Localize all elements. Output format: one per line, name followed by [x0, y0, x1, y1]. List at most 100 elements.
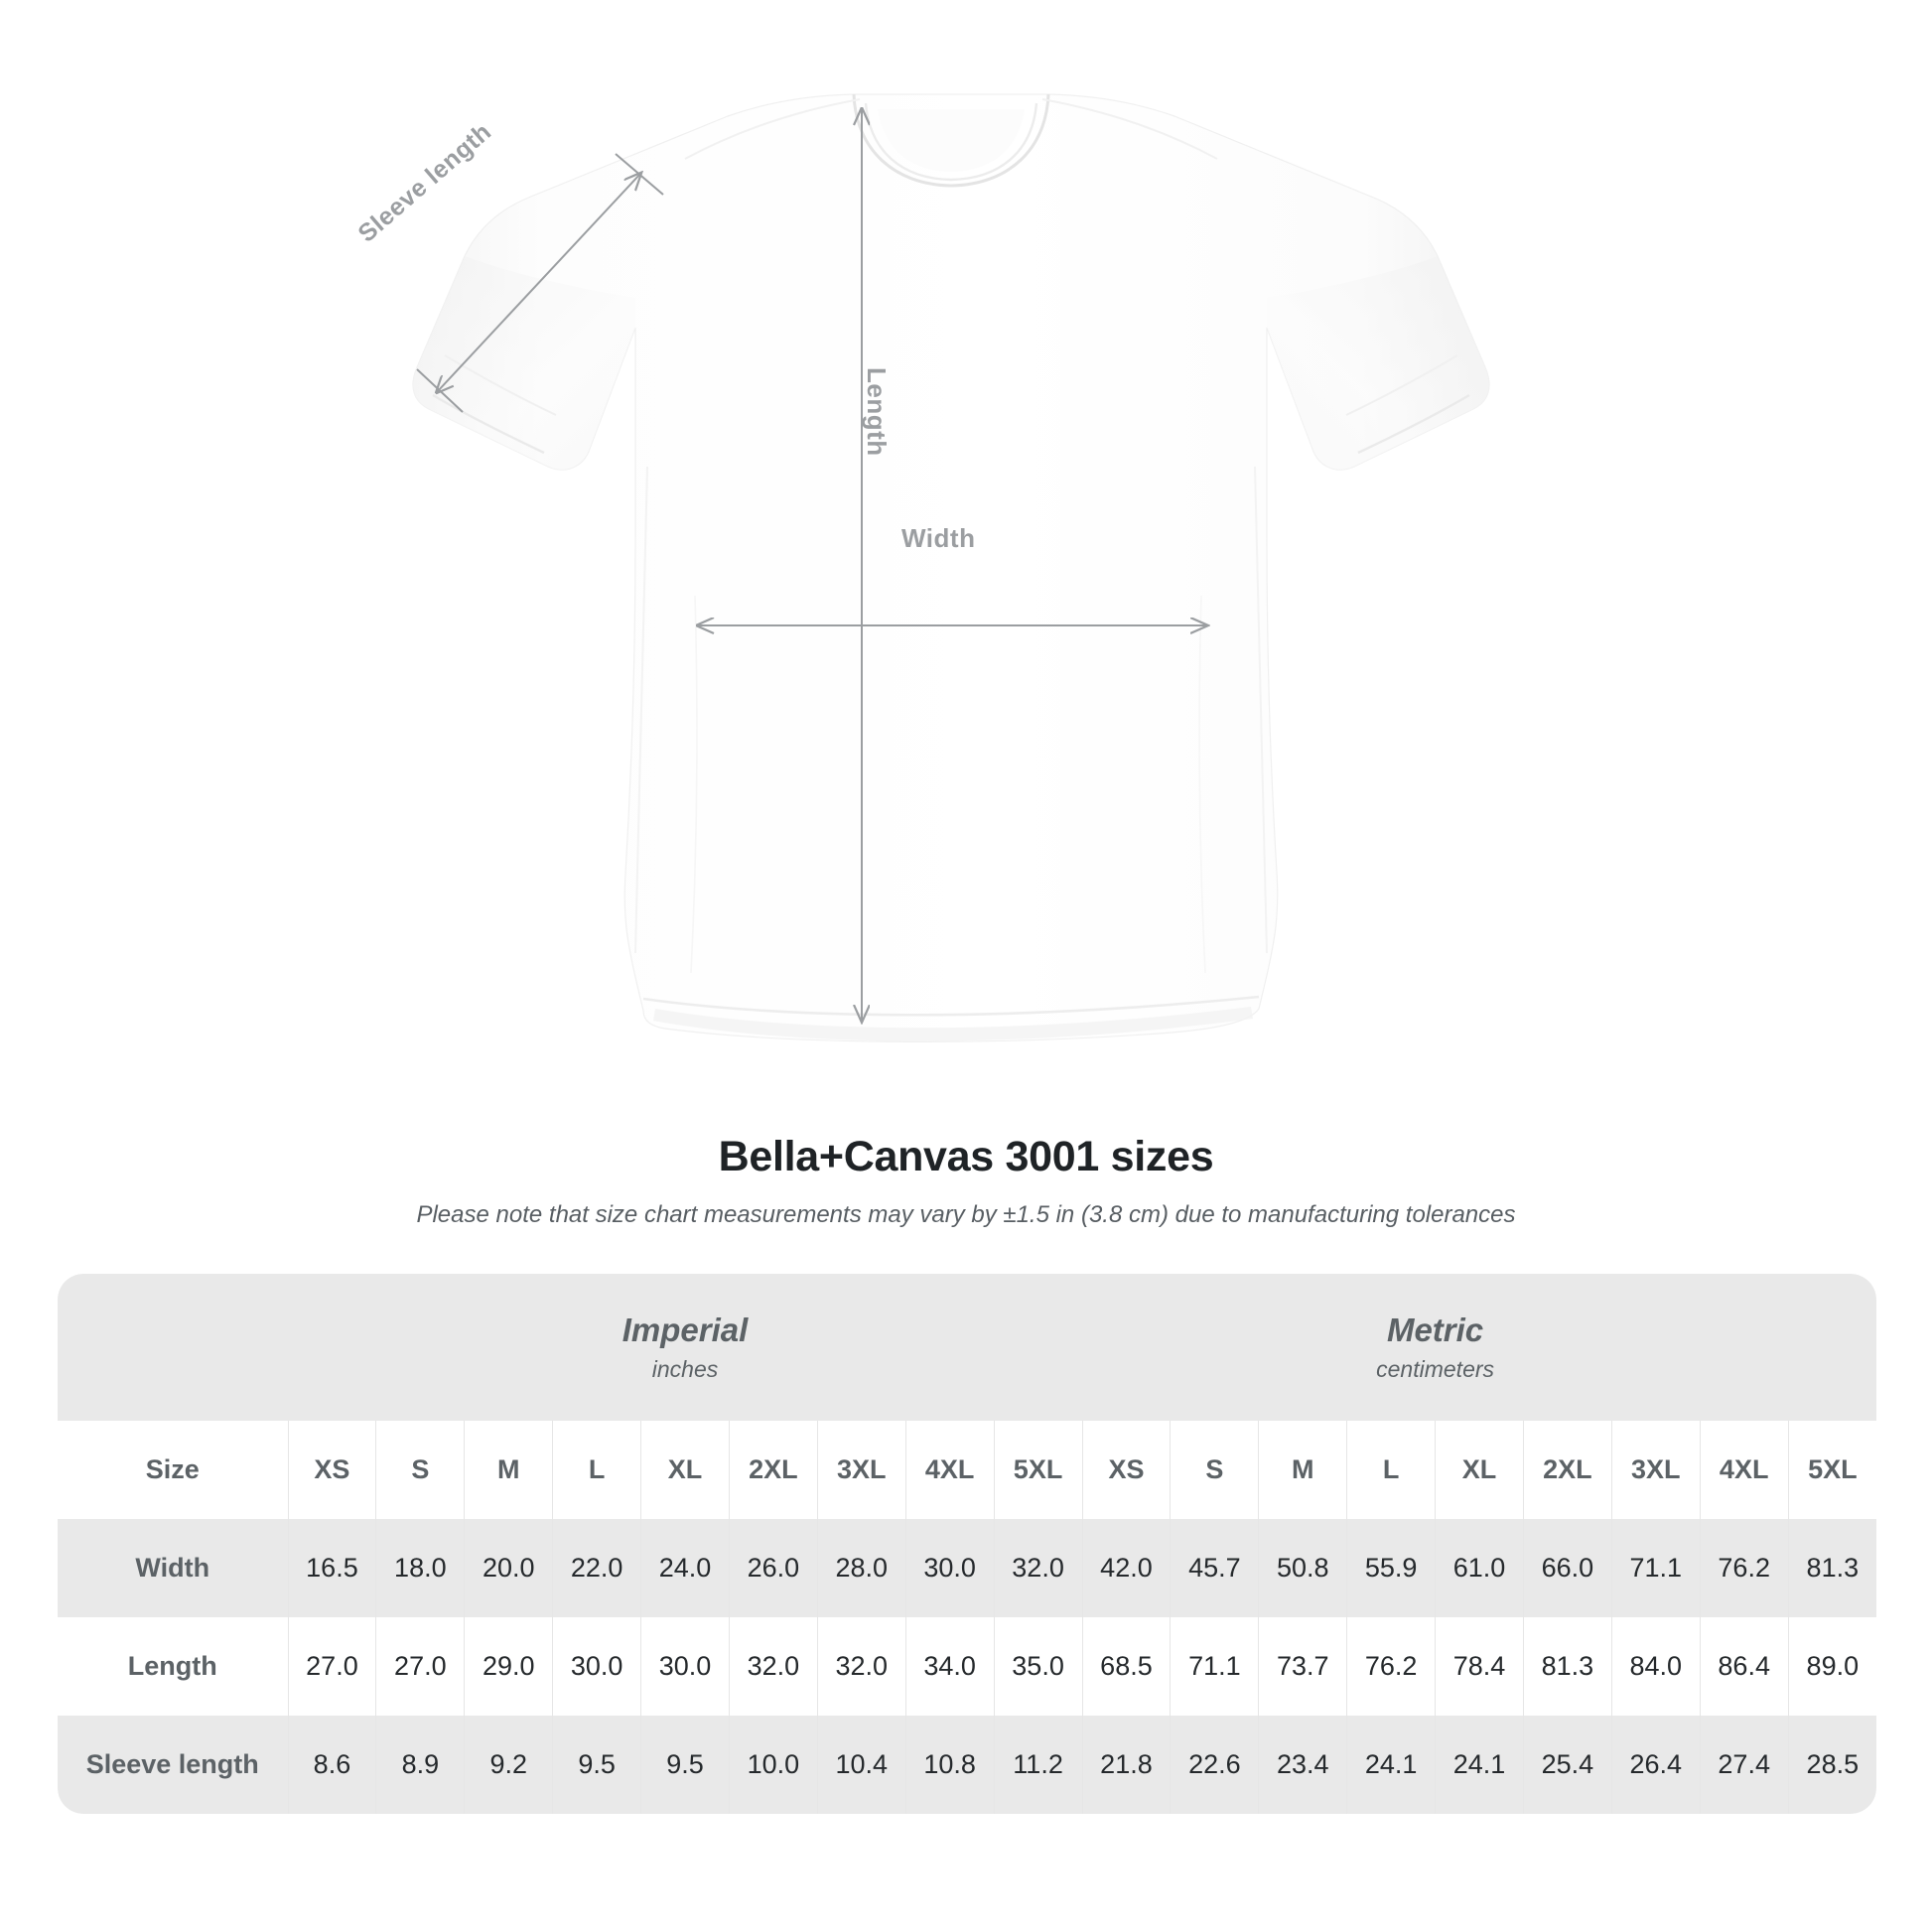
cell-length-metric-s: 71.1 — [1170, 1617, 1259, 1716]
cell-sleeve-imperial-5xl: 11.2 — [993, 1716, 1083, 1814]
cell-length-imperial-s: 27.0 — [375, 1617, 465, 1716]
cell-length-imperial-5xl: 35.0 — [993, 1617, 1083, 1716]
cell-length-metric-5xl: 89.0 — [1787, 1617, 1877, 1716]
sleeve-tick-top — [615, 153, 664, 196]
cell-length-metric-4xl: 86.4 — [1699, 1617, 1789, 1716]
tshirt-diagram-svg — [412, 93, 1490, 1042]
chart-title: Bella+Canvas 3001 sizes — [718, 1133, 1214, 1180]
size-table: Imperial inches Metric centimeters Size … — [58, 1274, 1877, 1814]
cell-length-imperial-4xl: 34.0 — [904, 1617, 995, 1716]
cell-width-imperial-xs: 16.5 — [287, 1519, 376, 1617]
cell-length-imperial-xl: 30.0 — [640, 1617, 730, 1716]
size-header-imperial-s: S — [375, 1421, 465, 1519]
cell-sleeve-imperial-xl: 9.5 — [640, 1716, 730, 1814]
size-header-metric-m: M — [1258, 1421, 1347, 1519]
size-header-imperial-xs: XS — [287, 1421, 376, 1519]
size-header-imperial-5xl: 5XL — [993, 1421, 1083, 1519]
table-row-sleeve-length: Sleeve length 8.6 8.9 9.2 9.5 9.5 10.0 1… — [58, 1716, 1877, 1814]
cell-sleeve-imperial-xs: 8.6 — [287, 1716, 376, 1814]
cell-length-metric-xl: 78.4 — [1435, 1617, 1524, 1716]
cell-width-metric-s: 45.7 — [1170, 1519, 1259, 1617]
dimension-lines — [416, 109, 1206, 1021]
cell-sleeve-metric-2xl: 25.4 — [1522, 1716, 1612, 1814]
row-label-width: Width — [58, 1519, 288, 1617]
cell-length-metric-l: 76.2 — [1346, 1617, 1436, 1716]
size-header-imperial-xl: XL — [640, 1421, 730, 1519]
cell-width-metric-xl: 61.0 — [1435, 1519, 1524, 1617]
cell-sleeve-imperial-4xl: 10.8 — [904, 1716, 995, 1814]
unit-name-imperial: Imperial — [621, 1311, 749, 1349]
cell-width-metric-xs: 42.0 — [1081, 1519, 1171, 1617]
cell-width-imperial-m: 20.0 — [464, 1519, 553, 1617]
sleeve-tick-bottom — [416, 368, 464, 413]
width-label: Width — [901, 523, 976, 553]
cell-sleeve-metric-xs: 21.8 — [1081, 1716, 1171, 1814]
size-header-imperial-4xl: 4XL — [904, 1421, 995, 1519]
cell-length-imperial-l: 30.0 — [552, 1617, 641, 1716]
unit-cell-metric: Metric centimeters — [1082, 1274, 1789, 1421]
cell-length-imperial-2xl: 32.0 — [728, 1617, 818, 1716]
cell-sleeve-metric-5xl: 28.5 — [1787, 1716, 1877, 1814]
unit-name-metric: Metric — [1386, 1311, 1484, 1349]
size-header-imperial-l: L — [552, 1421, 641, 1519]
garment-illustration: Sleeve length Length Width — [352, 93, 1490, 1042]
unit-sub-metric: centimeters — [1376, 1356, 1495, 1383]
size-header-metric-2xl: 2XL — [1522, 1421, 1612, 1519]
cell-width-imperial-s: 18.0 — [375, 1519, 465, 1617]
cell-sleeve-imperial-s: 8.9 — [375, 1716, 465, 1814]
cell-sleeve-imperial-2xl: 10.0 — [728, 1716, 818, 1814]
cell-sleeve-metric-s: 22.6 — [1170, 1716, 1259, 1814]
cell-sleeve-metric-3xl: 26.4 — [1610, 1716, 1701, 1814]
size-table-container: Imperial inches Metric centimeters Size … — [58, 1274, 1877, 1814]
cell-width-imperial-2xl: 26.0 — [728, 1519, 818, 1617]
size-header-imperial-2xl: 2XL — [728, 1421, 818, 1519]
unit-corner-cell — [58, 1274, 288, 1421]
cell-width-imperial-4xl: 30.0 — [904, 1519, 995, 1617]
cell-sleeve-imperial-3xl: 10.4 — [816, 1716, 906, 1814]
table-row-width: Width 16.5 18.0 20.0 22.0 24.0 26.0 28.0… — [58, 1519, 1877, 1617]
title-block: Bella+Canvas 3001 sizes Please note that… — [0, 1132, 1932, 1230]
size-header-imperial-3xl: 3XL — [816, 1421, 906, 1519]
cell-width-metric-m: 50.8 — [1258, 1519, 1347, 1617]
size-header-metric-4xl: 4XL — [1699, 1421, 1789, 1519]
cell-width-metric-3xl: 71.1 — [1610, 1519, 1701, 1617]
chart-subtitle: Please note that size chart measurements… — [416, 1200, 1516, 1228]
size-header-metric-3xl: 3XL — [1610, 1421, 1701, 1519]
tshirt-silhouette — [412, 93, 1490, 1042]
cell-sleeve-metric-l: 24.1 — [1346, 1716, 1436, 1814]
cell-width-imperial-3xl: 28.0 — [816, 1519, 906, 1617]
cell-length-imperial-m: 29.0 — [464, 1617, 553, 1716]
cell-width-metric-4xl: 76.2 — [1699, 1519, 1789, 1617]
row-label-size: Size — [58, 1421, 288, 1519]
unit-sub-imperial: inches — [651, 1356, 719, 1383]
unit-header-row: Imperial inches Metric centimeters — [58, 1274, 1877, 1421]
cell-sleeve-metric-xl: 24.1 — [1435, 1716, 1524, 1814]
cell-length-metric-3xl: 84.0 — [1610, 1617, 1701, 1716]
cell-length-metric-2xl: 81.3 — [1522, 1617, 1612, 1716]
size-header-imperial-m: M — [464, 1421, 553, 1519]
cell-width-imperial-5xl: 32.0 — [993, 1519, 1083, 1617]
cell-width-imperial-xl: 24.0 — [640, 1519, 730, 1617]
cell-sleeve-imperial-l: 9.5 — [552, 1716, 641, 1814]
cell-width-imperial-l: 22.0 — [552, 1519, 641, 1617]
cell-sleeve-metric-m: 23.4 — [1258, 1716, 1347, 1814]
cell-width-metric-2xl: 66.0 — [1522, 1519, 1612, 1617]
table-row-length: Length 27.0 27.0 29.0 30.0 30.0 32.0 32.… — [58, 1617, 1877, 1716]
cell-length-imperial-3xl: 32.0 — [816, 1617, 906, 1716]
size-header-row: Size XS S M L XL 2XL 3XL 4XL 5XL XS S M … — [58, 1421, 1877, 1519]
cell-width-metric-5xl: 81.3 — [1787, 1519, 1877, 1617]
size-header-metric-xl: XL — [1435, 1421, 1524, 1519]
size-header-metric-s: S — [1170, 1421, 1259, 1519]
size-header-metric-5xl: 5XL — [1787, 1421, 1877, 1519]
cell-length-metric-m: 73.7 — [1258, 1617, 1347, 1716]
unit-cell-imperial: Imperial inches — [288, 1274, 1083, 1421]
length-label: Length — [862, 367, 892, 457]
row-label-sleeve-length: Sleeve length — [58, 1716, 288, 1814]
cell-length-imperial-xs: 27.0 — [287, 1617, 376, 1716]
size-header-metric-xs: XS — [1081, 1421, 1171, 1519]
row-label-length: Length — [58, 1617, 288, 1716]
size-header-metric-l: L — [1346, 1421, 1436, 1519]
cell-sleeve-imperial-m: 9.2 — [464, 1716, 553, 1814]
cell-length-metric-xs: 68.5 — [1081, 1617, 1171, 1716]
